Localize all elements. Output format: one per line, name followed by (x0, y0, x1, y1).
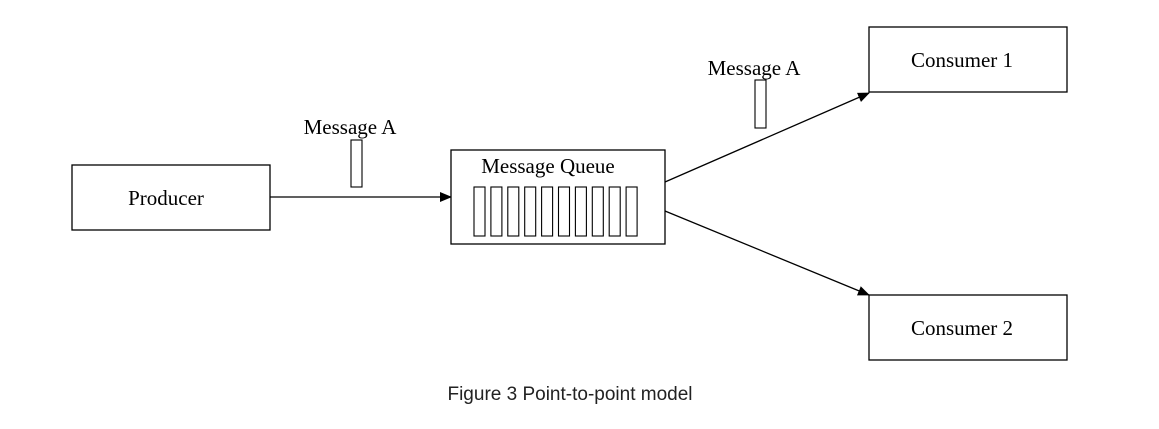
message-to-consumer-1-label: Message A (708, 56, 802, 80)
consumer-2-node: Consumer 2 (868, 294, 1068, 361)
producer-box (71, 164, 271, 231)
producer-label: Producer (128, 186, 204, 210)
producer-node: Producer (71, 164, 271, 231)
message-to-queue-label: Message A (304, 115, 398, 139)
message-to-queue: Message A (304, 115, 398, 188)
queue-slots (473, 186, 638, 237)
consumer-1-node: Consumer 1 (868, 26, 1068, 93)
queue-slot (490, 186, 503, 237)
consumer-1-label: Consumer 1 (911, 48, 1013, 72)
queue-slot (608, 186, 621, 237)
queue-slot (557, 186, 571, 237)
message-to-queue-packet (350, 139, 363, 188)
figure-caption: Figure 3 Point-to-point model (447, 384, 692, 405)
queue-slot (591, 186, 604, 237)
consumer-2-box (868, 294, 1068, 361)
consumer-2-label: Consumer 2 (911, 316, 1013, 340)
consumer-1-box (868, 26, 1068, 93)
queue-slot (574, 186, 587, 237)
message-to-consumer-1-packet (754, 79, 767, 129)
queue-slot (524, 186, 537, 237)
message-queue-node: Message Queue (450, 149, 666, 245)
queue-slot (507, 186, 520, 237)
arrow-queue-to-consumer-1 (664, 92, 870, 183)
message-queue-label: Message Queue (481, 154, 615, 178)
queue-slot (541, 186, 554, 237)
queue-slot (625, 186, 638, 237)
arrow-queue-to-consumer-2 (664, 210, 870, 296)
message-to-consumer-1: Message A (708, 56, 802, 129)
queue-slot (473, 186, 486, 237)
